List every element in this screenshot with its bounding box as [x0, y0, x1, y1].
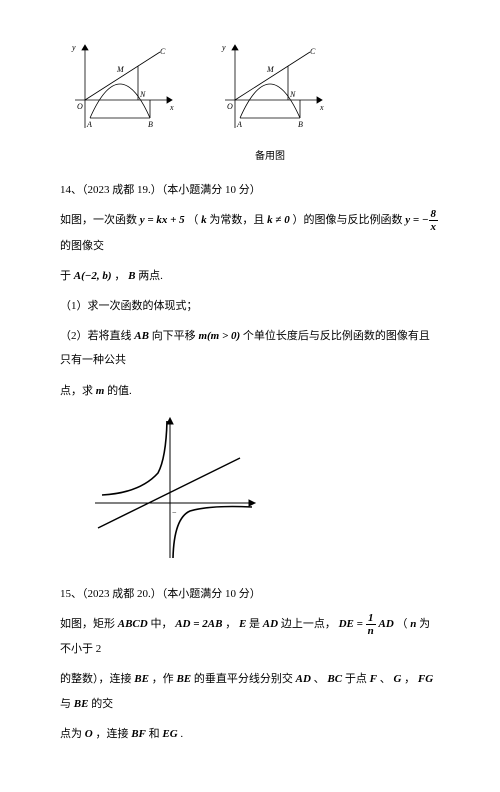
hyperbola-figure: −: [90, 413, 440, 572]
text: ，: [225, 618, 236, 630]
eq-eg: EG: [162, 728, 177, 740]
text: 的值.: [107, 385, 132, 397]
text: ，作: [152, 673, 177, 685]
text: 如图，矩形: [60, 618, 118, 630]
figure-1: y x O A B C M N: [60, 40, 180, 168]
point-b-label: B: [148, 120, 153, 129]
text: 于: [60, 270, 74, 282]
eq-point-b: B: [128, 270, 135, 282]
svg-text:x: x: [319, 103, 324, 112]
eq-be3: BE: [74, 698, 89, 710]
eq-ab: AB: [134, 330, 149, 342]
text: 的交: [91, 698, 113, 710]
eq-n: n: [410, 618, 416, 630]
fraction-8x: 8x: [429, 208, 439, 233]
point-a-label: A: [86, 120, 92, 129]
q14-header: 14、（2023 成都 19.）（本小题满分 10 分）: [60, 178, 440, 202]
q15-line1: 如图，矩形 ABCD 中， AD = 2AB ， E 是 AD 边上一点， DE…: [60, 612, 440, 661]
text: 中，: [150, 618, 172, 630]
figure-row: y x O A B C M N: [60, 40, 440, 168]
eq-de: DE =: [339, 618, 366, 630]
text: 于点: [345, 673, 370, 685]
text: ，连接: [95, 728, 131, 740]
axis-x-label: x: [169, 103, 174, 112]
axis-y-label: y: [71, 43, 76, 52]
parabola-graph-1: y x O A B C M N: [60, 40, 180, 135]
text: （: [397, 618, 408, 630]
hyperbola-graph: −: [90, 413, 260, 563]
q15-line3: 点为 O ，连接 BF 和 EG .: [60, 722, 440, 746]
eq-ad: AD: [263, 618, 278, 630]
svg-text:N: N: [289, 90, 296, 99]
eq-bf: BF: [131, 728, 146, 740]
eq-be2: BE: [176, 673, 191, 685]
q14-line1: 如图，一次函数 y = kx + 5 （ k 为常数，且 k ≠ 0 ）的图像与…: [60, 208, 440, 257]
text: 的图像交: [60, 240, 104, 252]
eq-point-a: A(−2, b): [74, 270, 112, 282]
eq-f: F: [370, 673, 377, 685]
svg-text:C: C: [310, 47, 316, 56]
eq-y: y = −: [405, 215, 428, 227]
text: 和: [149, 728, 163, 740]
q14-line2: 于 A(−2, b) ， B 两点.: [60, 264, 440, 288]
text: ）的图像与反比例函数: [292, 215, 405, 227]
eq-abcd: ABCD: [118, 618, 148, 630]
point-c-label: C: [160, 47, 166, 56]
eq-linear: y = kx + 5: [140, 215, 185, 227]
text: 是: [249, 618, 263, 630]
tick-label: −: [172, 508, 177, 517]
figure-2: y x O A B C M N 备用图: [210, 40, 330, 168]
point-m-label: M: [116, 65, 125, 74]
q15-line2: 的整数），连接 BE ，作 BE 的垂直平分线分别交 AD 、 BC 于点 F …: [60, 667, 440, 715]
text: ，: [404, 673, 415, 685]
text: 两点.: [138, 270, 163, 282]
parabola-graph-2: y x O A B C M N: [210, 40, 330, 135]
eq-g: G: [393, 673, 401, 685]
text: （: [187, 215, 198, 227]
text: .: [180, 728, 183, 740]
svg-text:M: M: [266, 65, 275, 74]
eq-k-nonzero: k ≠ 0: [267, 215, 290, 227]
eq-o: O: [85, 728, 93, 740]
q14-sub2-line1: （2）若将直线 AB 向下平移 m(m > 0) 个单位长度后与反比例函数的图像…: [60, 324, 440, 372]
fraction-den: n: [366, 625, 376, 637]
text: 的垂直平分线分别交: [194, 673, 296, 685]
svg-text:A: A: [236, 120, 242, 129]
text: 的整数），连接: [60, 673, 134, 685]
origin-label: O: [77, 102, 83, 111]
eq-fg: FG: [418, 673, 433, 685]
point-n-label: N: [139, 90, 146, 99]
text: 边上一点，: [281, 618, 336, 630]
eq-ad3: AD: [296, 673, 311, 685]
eq-k: k: [201, 215, 207, 227]
q14-sub2-line2: 点，求 m 的值.: [60, 379, 440, 403]
text: 为常数，且: [209, 215, 267, 227]
svg-text:O: O: [227, 102, 233, 111]
fraction-den: x: [429, 221, 439, 233]
eq-m2: m: [96, 385, 105, 397]
eq-m: m(m > 0): [198, 330, 240, 342]
eq-bc: BC: [327, 673, 342, 685]
text: 与: [60, 698, 74, 710]
eq-ad2: AD: [379, 618, 394, 630]
fraction-num: 8: [429, 208, 439, 221]
text: 向下平移: [152, 330, 199, 342]
q15-header: 15、（2023 成都 20.）（本小题满分 10 分）: [60, 582, 440, 606]
q14-sub1: （1）求一次函数的体现式；: [60, 294, 440, 318]
fraction-1n: 1n: [366, 612, 376, 637]
text: ，: [114, 270, 125, 282]
fraction-num: 1: [366, 612, 376, 625]
text: 点，求: [60, 385, 96, 397]
text: 、: [380, 673, 391, 685]
figure-2-caption: 备用图: [210, 146, 330, 168]
eq-ad-2ab: AD = 2AB: [175, 618, 222, 630]
text: 、: [314, 673, 325, 685]
svg-text:y: y: [221, 43, 226, 52]
text: （2）若将直线: [60, 330, 134, 342]
eq-be: BE: [134, 673, 149, 685]
text: 点为: [60, 728, 85, 740]
text: 如图，一次函数: [60, 215, 140, 227]
eq-e: E: [239, 618, 246, 630]
svg-text:B: B: [298, 120, 303, 129]
